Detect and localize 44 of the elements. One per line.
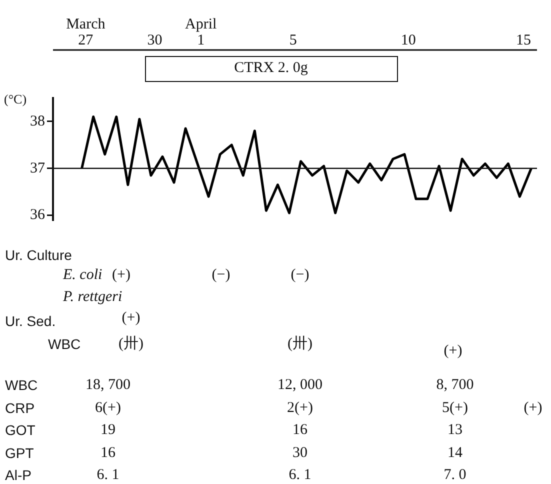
- x-tick-label: 15: [516, 32, 532, 48]
- x-tick-label: 5: [289, 32, 297, 48]
- text: 2(+): [287, 399, 313, 417]
- text: (−): [212, 266, 230, 284]
- text: 19: [100, 421, 116, 439]
- y-axis-title: (°C): [4, 91, 27, 106]
- y-tick-label: 36: [30, 207, 46, 224]
- text: CTRX 2. 0g: [234, 59, 308, 77]
- text: 6. 1: [96, 466, 120, 484]
- text: (+): [524, 399, 542, 417]
- text: (+): [112, 266, 130, 284]
- text: Ur. Sed.: [5, 312, 56, 330]
- text: 30: [292, 444, 308, 462]
- text: CRP: [5, 399, 35, 417]
- text: 12, 000: [278, 376, 322, 394]
- text: 18, 700: [86, 376, 130, 394]
- text: Ur. Culture: [5, 246, 72, 264]
- text: 13: [448, 421, 462, 439]
- text: GPT: [5, 444, 34, 462]
- x-tick-label: March 27: [66, 16, 106, 48]
- text: 7. 0: [444, 466, 466, 484]
- text: (+): [122, 309, 140, 327]
- text: (−): [290, 266, 310, 284]
- text: (卅): [288, 335, 312, 353]
- text: 6. 1: [288, 466, 312, 484]
- text: (卅): [118, 335, 144, 353]
- text: WBC: [5, 376, 38, 394]
- y-tick-label: 38: [30, 113, 45, 130]
- text: 16: [100, 444, 116, 462]
- text: 8, 700: [436, 376, 474, 394]
- text: (+): [444, 342, 462, 360]
- text: 5(+): [442, 399, 468, 417]
- text: E. coli: [63, 266, 102, 284]
- text: Al-P: [5, 466, 32, 484]
- y-tick-label: 37: [30, 160, 46, 176]
- text: 16: [292, 421, 308, 439]
- text: 14: [448, 444, 462, 462]
- text: GOT: [5, 421, 36, 439]
- text: 6(+): [95, 399, 121, 417]
- text: WBC: [48, 335, 81, 353]
- x-tick-label: April 1: [185, 16, 217, 48]
- x-tick-label: 30: [147, 32, 162, 48]
- text: P. rettgeri: [63, 288, 122, 306]
- x-tick-label: 10: [400, 32, 416, 48]
